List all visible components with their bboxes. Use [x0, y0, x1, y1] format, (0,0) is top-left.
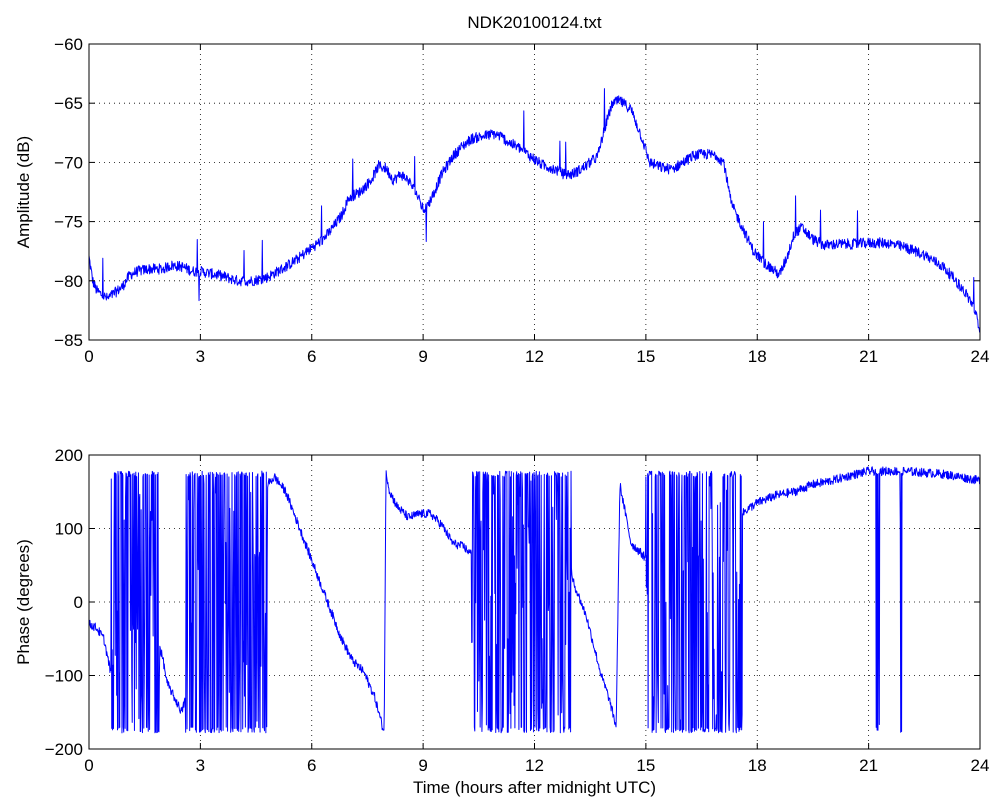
x-tick-label: 15: [636, 347, 655, 366]
y-tick-label: −70: [54, 153, 83, 172]
x-tick-label: 15: [636, 756, 655, 775]
phase-series-line: [88, 466, 981, 734]
phase-ticks: 0 3 6 9 12 15 18 21 24 200 100 0 −100 −200: [45, 446, 990, 775]
x-tick-label: 6: [307, 347, 316, 366]
x-tick-label: 0: [84, 756, 93, 775]
phase-line: [88, 466, 981, 734]
phase-y-axis-label: Phase (degrees): [14, 539, 33, 665]
x-tick-label: 6: [307, 756, 316, 775]
x-tick-label: 21: [859, 347, 878, 366]
y-tick-label: 200: [55, 446, 83, 465]
y-tick-label: 100: [55, 520, 83, 539]
x-tick-label: 9: [418, 756, 427, 775]
x-tick-label: 3: [196, 756, 205, 775]
x-tick-label: 24: [971, 756, 990, 775]
amplitude-axes-background: [89, 44, 980, 340]
y-tick-label: 0: [74, 593, 83, 612]
x-tick-label: 12: [525, 756, 544, 775]
y-tick-label: −80: [54, 272, 83, 291]
x-tick-label: 9: [418, 347, 427, 366]
y-tick-label: −100: [45, 667, 83, 686]
amplitude-y-axis-label: Amplitude (dB): [14, 136, 33, 248]
x-tick-label: 24: [971, 347, 990, 366]
x-tick-label: 18: [748, 347, 767, 366]
y-tick-label: −60: [54, 35, 83, 54]
amplitude-ticks: 0 3 6 9 12 15 18 21 24 −60 −65 −70 −75 −80 −85: [54, 35, 989, 366]
y-tick-label: −75: [54, 213, 83, 232]
x-tick-label: 0: [84, 347, 93, 366]
x-tick-label: 21: [859, 756, 878, 775]
amplitude-plot: 0 3 6 9 12 15 18 21 24 −60 −65 −70 −75 −80 −85 NDK2010…: [14, 13, 989, 366]
x-tick-label: 3: [196, 347, 205, 366]
x-tick-label: 12: [525, 347, 544, 366]
phase-x-axis-label: Time (hours after midnight UTC): [413, 778, 656, 797]
chart-title: NDK20100124.txt: [467, 13, 601, 32]
amplitude-series-line: [88, 88, 981, 333]
phase-plot: 0 3 6 9 12 15 18 21 24 200 100 0 −100 −200 Time (hour…: [14, 446, 989, 797]
y-tick-label: −200: [45, 740, 83, 759]
y-tick-label: −65: [54, 94, 83, 113]
x-tick-label: 18: [748, 756, 767, 775]
amplitude-line: [88, 88, 981, 333]
y-tick-label: −85: [54, 331, 83, 350]
